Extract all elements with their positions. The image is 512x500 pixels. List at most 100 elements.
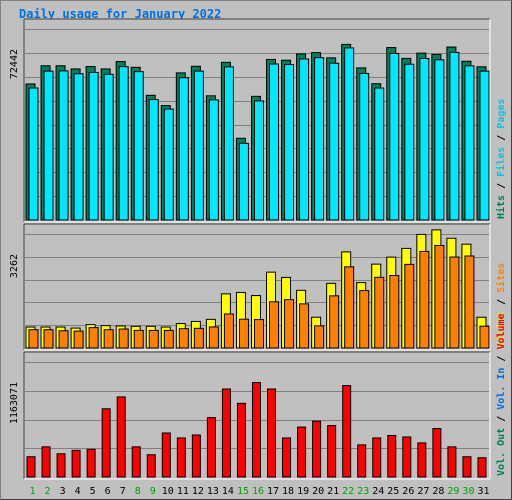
bar-volume	[161, 432, 171, 478]
x-tick-label: 18	[282, 486, 294, 497]
bar-sites	[58, 330, 69, 349]
y-max-label: 1163071	[9, 382, 20, 424]
bar-files	[88, 71, 99, 221]
bar-files	[238, 142, 249, 221]
y-max-label: 3262	[9, 254, 20, 278]
bar-files	[163, 108, 174, 221]
bar-sites	[118, 328, 129, 349]
x-tick-label: 27	[417, 486, 429, 497]
x-tick-label: 17	[267, 486, 279, 497]
bar-volume	[282, 437, 292, 478]
legend-item: Pages	[496, 99, 507, 129]
bar-sites	[359, 290, 370, 349]
x-tick-label: 24	[372, 486, 384, 497]
legend-item: Vol. In	[496, 368, 507, 410]
bar-sites	[88, 327, 99, 349]
bar-sites	[419, 250, 430, 349]
bar-files	[404, 63, 415, 221]
bar-files	[269, 63, 280, 221]
legend-item: Vol. Out	[496, 428, 507, 476]
x-tick-label: 5	[90, 486, 96, 497]
bar-files	[314, 57, 325, 221]
bar-volume	[432, 428, 442, 478]
x-tick-label: 19	[297, 486, 309, 497]
legend-item: Volume	[496, 313, 507, 349]
x-tick-label: 2	[45, 486, 51, 497]
legend-item: Visits	[495, 311, 507, 347]
bar-sites	[208, 326, 219, 349]
bar-volume	[26, 456, 36, 478]
bar-files	[359, 73, 370, 221]
bar-volume	[297, 426, 307, 478]
bar-files	[299, 58, 310, 221]
bar-sites	[73, 330, 84, 349]
bar-sites	[193, 327, 204, 349]
bar-volume	[342, 385, 352, 478]
bar-volume	[176, 437, 186, 478]
bar-sites	[404, 263, 415, 349]
bar-volume	[462, 456, 472, 478]
bar-files	[223, 66, 234, 221]
bar-files	[193, 70, 204, 221]
bar-sites	[374, 276, 385, 349]
bar-volume	[477, 457, 487, 478]
bar-sites	[299, 303, 310, 349]
bar-sites	[28, 329, 39, 349]
bar-files	[374, 87, 385, 221]
chart-title: Daily usage for January 2022	[19, 7, 222, 21]
x-tick-label: 28	[432, 486, 444, 497]
x-tick-label: 31	[477, 486, 489, 497]
x-tick-label: 12	[192, 486, 204, 497]
bar-files	[28, 87, 39, 221]
bar-volume	[101, 408, 111, 478]
legend-item: Hits	[495, 195, 507, 219]
bar-volume	[146, 454, 156, 478]
bar-volume	[312, 420, 322, 478]
x-tick-label: 13	[207, 486, 219, 497]
x-tick-label: 3	[60, 486, 66, 497]
bar-sites	[449, 256, 460, 349]
bar-sites	[284, 299, 295, 349]
bar-sites	[329, 295, 340, 349]
bar-sites	[344, 266, 355, 349]
bar-volume	[357, 444, 367, 478]
bar-volume	[251, 382, 261, 478]
bar-volume	[417, 442, 427, 478]
legend-item: Files	[495, 147, 507, 177]
x-tick-label: 15	[237, 486, 249, 497]
x-tick-label: 22	[342, 486, 354, 497]
x-tick-label: 29	[447, 486, 459, 497]
bar-sites	[163, 329, 174, 349]
bar-files	[284, 64, 295, 221]
bar-files	[73, 73, 84, 221]
x-tick-label: 14	[222, 486, 234, 497]
bar-sites	[464, 255, 475, 349]
bar-sites	[314, 325, 325, 349]
bar-sites	[479, 325, 490, 349]
bar-volume	[116, 396, 126, 478]
x-tick-label: 6	[105, 486, 111, 497]
bar-volume	[236, 402, 246, 478]
bar-volume	[191, 434, 201, 478]
y-max-label: 72442	[9, 49, 20, 79]
x-tick-label: 11	[177, 486, 189, 497]
bar-volume	[71, 449, 81, 478]
bar-sites	[389, 275, 400, 349]
bar-sites	[103, 329, 114, 349]
bar-sites	[43, 329, 54, 349]
bar-sites	[133, 329, 144, 349]
x-tick-label: 16	[252, 486, 264, 497]
x-tick-label: 20	[312, 486, 324, 497]
bar-files	[133, 71, 144, 221]
bar-files	[103, 73, 114, 221]
bar-volume	[387, 434, 397, 478]
x-tick-label: 30	[462, 486, 474, 497]
bar-files	[253, 100, 264, 221]
legend-mid: Visits / Sites	[495, 263, 507, 347]
bar-volume	[221, 388, 231, 478]
bar-sites	[269, 301, 280, 349]
x-tick-label: 1	[30, 486, 36, 497]
x-tick-label: 7	[120, 486, 126, 497]
legend-bot: Vol. Out / Vol. In / Volume	[496, 313, 507, 476]
